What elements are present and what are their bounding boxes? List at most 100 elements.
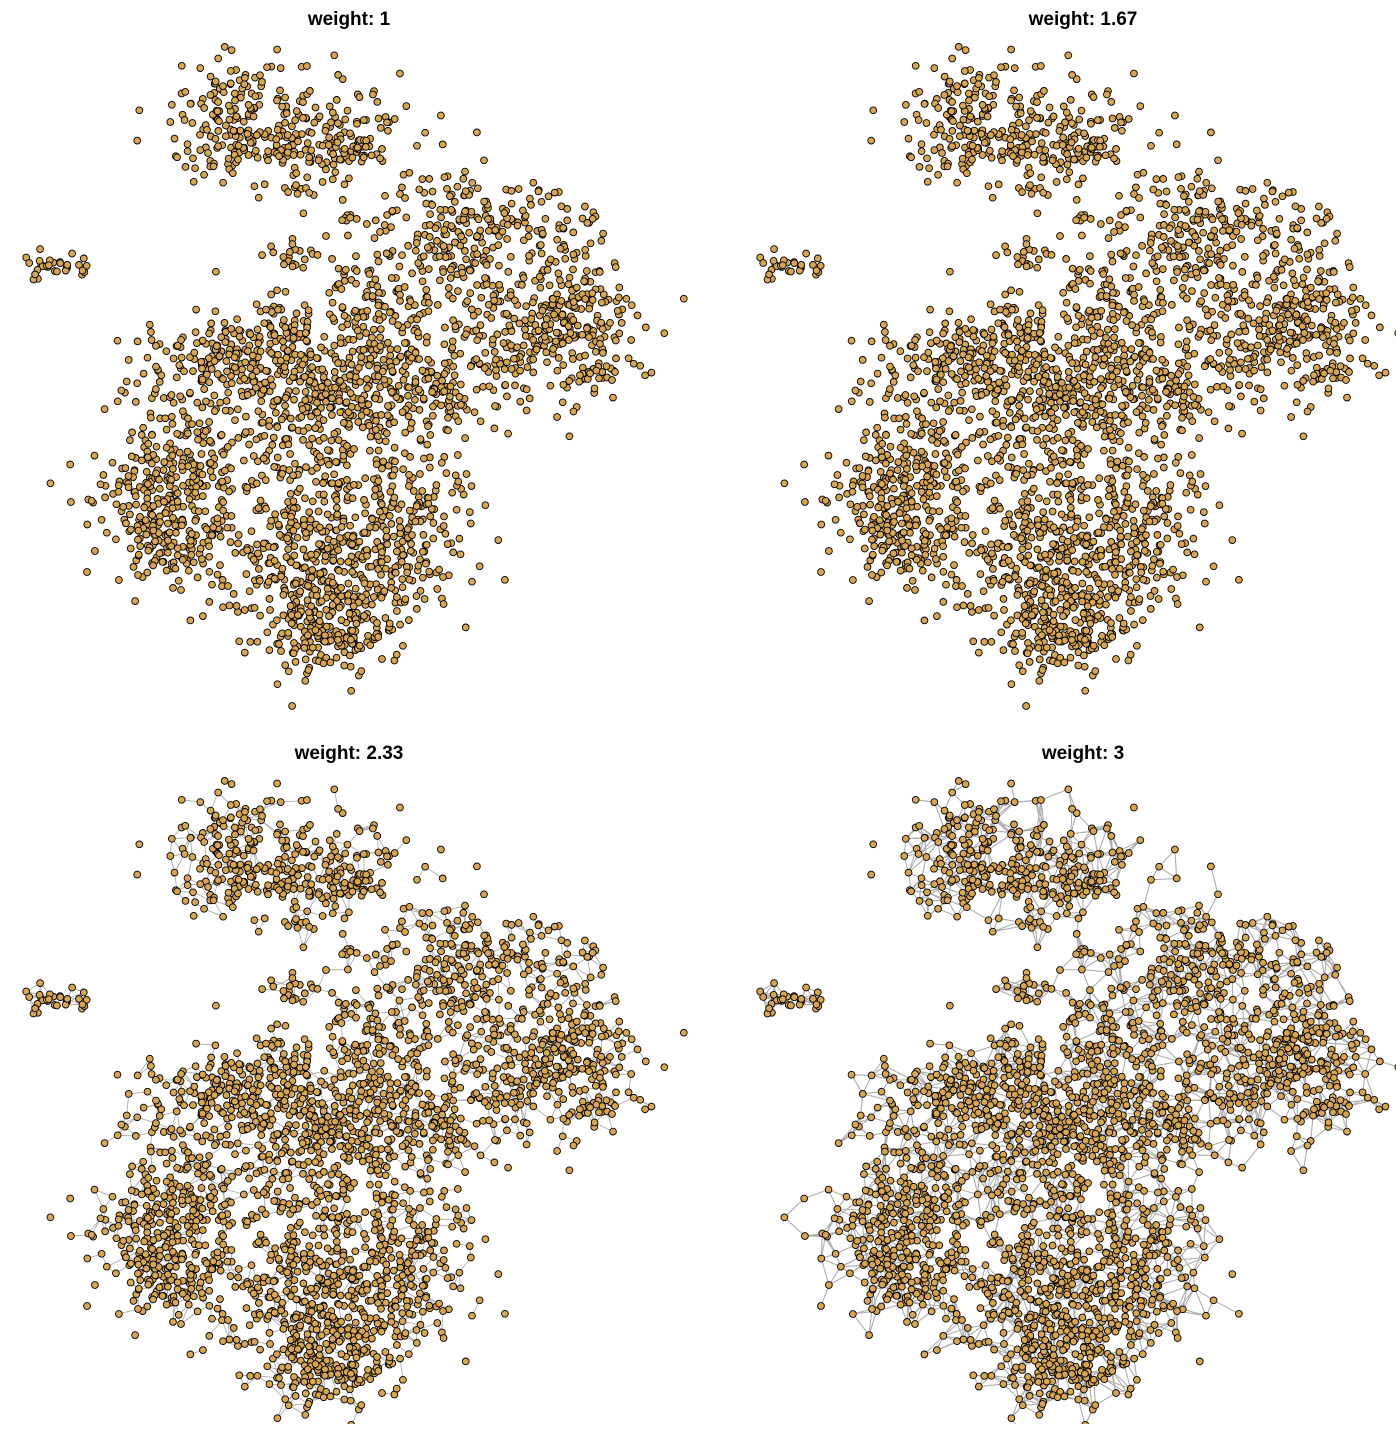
scatter-point	[314, 399, 321, 406]
scatter-point	[938, 126, 945, 133]
scatter-point	[945, 408, 952, 415]
scatter-point	[847, 501, 854, 508]
scatter-point	[396, 263, 403, 270]
scatter-point	[502, 576, 509, 583]
scatter-point	[1254, 207, 1261, 214]
scatter-point	[250, 113, 257, 120]
scatter-point	[978, 131, 985, 138]
scatter-point	[932, 451, 939, 458]
scatter-point	[1275, 333, 1282, 340]
scatter-point	[406, 169, 413, 176]
scatter-point	[406, 507, 413, 514]
scatter-point	[54, 268, 61, 275]
scatter-point	[1075, 145, 1082, 152]
scatter-point	[1203, 179, 1210, 186]
scatter-point	[559, 399, 566, 406]
scatter-point	[405, 617, 412, 624]
scatter-point	[1161, 432, 1168, 439]
scatter-point	[957, 358, 964, 365]
scatter-point	[307, 351, 314, 358]
scatter-point	[347, 130, 354, 137]
scatter-point	[335, 480, 342, 487]
scatter-point	[491, 425, 498, 432]
scatter-point	[1153, 278, 1160, 285]
scatter-point	[798, 262, 805, 269]
scatter-point	[346, 610, 353, 617]
scatter-point	[325, 142, 332, 149]
scatter-point	[648, 369, 655, 376]
scatter-point	[928, 574, 935, 581]
scatter-point	[258, 398, 265, 405]
scatter-point	[1150, 186, 1157, 193]
scatter-point	[941, 460, 948, 467]
scatter-point	[468, 483, 475, 490]
scatter-point	[507, 253, 514, 260]
scatter-point	[1190, 394, 1197, 401]
scatter-point	[600, 350, 607, 357]
scatter-point	[1139, 413, 1146, 420]
scatter-point	[357, 379, 364, 386]
scatter-point	[935, 171, 942, 178]
scatter-point	[190, 178, 197, 185]
scatter-point	[441, 513, 448, 520]
scatter-point	[255, 194, 262, 201]
scatter-point	[1217, 262, 1224, 269]
scatter-point	[301, 256, 308, 263]
scatter-point	[365, 401, 372, 408]
scatter-point	[1086, 307, 1093, 314]
scatter-point	[1101, 447, 1108, 454]
scatter-point	[502, 382, 509, 389]
scatter-point	[766, 271, 773, 278]
scatter-point	[1032, 351, 1039, 358]
scatter-point	[318, 598, 325, 605]
scatter-point	[368, 152, 375, 159]
scatter-point	[941, 438, 948, 445]
scatter-point	[849, 482, 856, 489]
scatter-point	[235, 540, 242, 547]
scatter-point	[168, 476, 175, 483]
scatter-point	[850, 577, 857, 584]
scatter-point	[171, 135, 178, 142]
scatter-point	[364, 376, 371, 383]
scatter-point	[1028, 190, 1035, 197]
scatter-point	[239, 366, 246, 373]
scatter-point	[197, 463, 204, 470]
scatter-point	[943, 581, 950, 588]
scatter-point	[274, 97, 281, 104]
scatter-point	[1185, 372, 1192, 379]
scatter-point	[467, 290, 474, 297]
scatter-point	[1288, 236, 1295, 243]
scatter-point	[909, 577, 916, 584]
scatter-point	[149, 432, 156, 439]
scatter-point	[1321, 370, 1328, 377]
scatter-point	[274, 126, 281, 133]
scatter-point	[182, 164, 189, 171]
scatter-point	[1046, 425, 1053, 432]
scatter-point	[370, 91, 377, 98]
scatter-point	[1172, 402, 1179, 409]
scatter-point	[442, 324, 449, 331]
scatter-point	[924, 368, 931, 375]
scatter-point	[583, 268, 590, 275]
scatter-point	[199, 471, 206, 478]
scatter-point	[379, 549, 386, 556]
scatter-point	[169, 452, 176, 459]
scatter-point	[315, 508, 322, 515]
scatter-point	[264, 64, 271, 71]
scatter-point	[1065, 52, 1072, 59]
scatter-point	[220, 179, 227, 186]
scatter-point	[316, 541, 323, 548]
scatter-point	[389, 208, 396, 215]
scatter-point	[361, 580, 368, 587]
scatter-point	[196, 420, 203, 427]
scatter-point	[661, 330, 668, 337]
scatter-point	[957, 122, 964, 129]
scatter-point	[526, 395, 533, 402]
scatter-point	[908, 154, 915, 161]
scatter-point	[502, 329, 509, 336]
scatter-point	[1078, 107, 1085, 114]
scatter-point	[931, 65, 938, 72]
scatter-point	[308, 551, 315, 558]
scatter-point	[956, 339, 963, 346]
scatter-point	[1279, 193, 1286, 200]
